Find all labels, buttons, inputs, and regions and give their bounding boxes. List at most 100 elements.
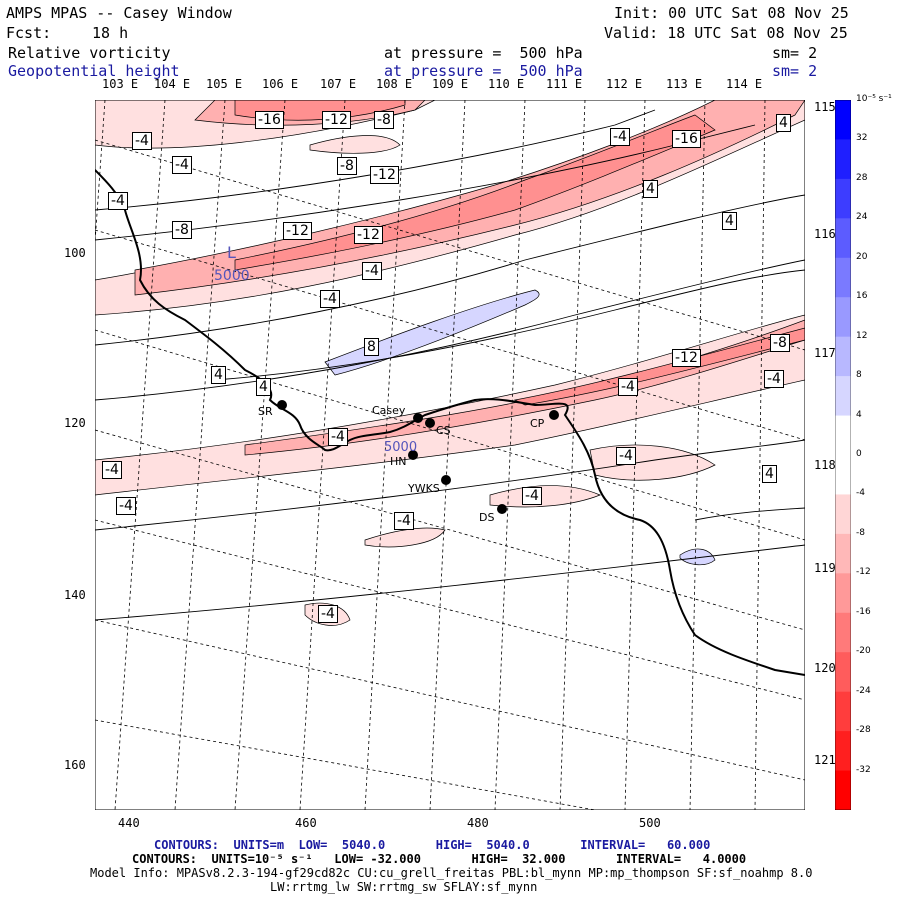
station-label-sr: SR — [258, 405, 273, 418]
contour-label: -4 — [102, 461, 122, 479]
colorbar-segment — [835, 770, 851, 810]
contour-label: -4 — [320, 290, 340, 308]
contour-label: -12 — [354, 226, 383, 244]
contour-label: -8 — [172, 221, 192, 239]
top-lon-label: 110 E — [488, 77, 525, 91]
valid-time: Valid: 18 UTC Sat 08 Nov 25 — [604, 24, 848, 42]
colorbar-segment — [835, 691, 851, 732]
contour-label: -4 — [318, 605, 338, 623]
y-tick-160: 160 — [64, 758, 86, 772]
map-plot — [95, 100, 805, 810]
colorbar-label: -28 — [856, 725, 871, 736]
contour-label: -4 — [522, 487, 542, 505]
top-lon-label: 114 E — [726, 77, 763, 91]
colorbar-segment — [835, 257, 851, 298]
station-label-cs: CS — [436, 424, 451, 437]
colorbar-label: -8 — [856, 527, 865, 538]
colorbar-label: 0 — [856, 449, 862, 459]
colorbar-segment — [835, 455, 851, 495]
top-lon-label: 106 E — [262, 77, 299, 91]
contour-label: 4 — [211, 366, 226, 384]
contour-label: -12 — [672, 349, 701, 367]
contour-label: -8 — [337, 157, 357, 175]
colorbar-label: 20 — [856, 251, 868, 262]
colorbar-segment — [835, 218, 851, 259]
contour-label: -4 — [362, 262, 382, 280]
colorbar-segment — [835, 100, 851, 140]
footer-model-info: Model Info: MPASv8.2.3-194-gf29cd82c CU:… — [90, 866, 813, 880]
field2-smoothing: sm= 2 — [772, 62, 818, 80]
contour-label: -16 — [672, 130, 701, 148]
colorbar-segment — [835, 297, 851, 338]
contour-label: -16 — [255, 111, 284, 129]
colorbar-label: 8 — [856, 370, 862, 381]
contour-label: -4 — [764, 370, 784, 388]
contour-label: -4 — [610, 128, 630, 146]
casey-height-label: 5000 — [384, 440, 418, 455]
field1-smoothing: sm= 2 — [772, 44, 818, 62]
top-lon-label: 109 E — [432, 77, 469, 91]
low-pressure-marker: L — [227, 243, 236, 262]
contour-label: -4 — [116, 497, 136, 515]
contour-label: -4 — [108, 192, 128, 210]
colorbar-label: -16 — [856, 606, 871, 617]
station-markers — [277, 400, 559, 514]
colorbar-segment — [835, 533, 851, 574]
contour-label: 4 — [643, 180, 658, 198]
footer-contours-height: CONTOURS: UNITS=m LOW= 5040.0 HIGH= 5040… — [154, 838, 711, 852]
x-tick-500: 500 — [639, 816, 661, 830]
top-lon-label: 107 E — [320, 77, 357, 91]
colorbar-segment — [835, 415, 851, 456]
contour-label: 4 — [762, 465, 777, 483]
field1-name: Relative vorticity — [8, 44, 171, 62]
colorbar-segment — [835, 178, 851, 219]
colorbar-label: 12 — [856, 330, 868, 341]
colorbar-segment — [835, 336, 851, 377]
contour-label: 4 — [256, 378, 271, 396]
y-tick-100: 100 — [64, 246, 86, 260]
station-label-ds: DS — [479, 511, 495, 524]
top-lon-label: 111 E — [546, 77, 583, 91]
colorbar-label: -20 — [856, 646, 871, 657]
top-lon-label: 103 E — [102, 77, 139, 91]
contour-label: -8 — [770, 334, 790, 352]
footer-contours-vorticity: CONTOURS: UNITS=10⁻⁵ s⁻¹ LOW= -32.000 HI… — [132, 852, 747, 866]
colorbar-segment — [835, 652, 851, 693]
contour-label: -4 — [618, 378, 638, 396]
colorbar-label: 24 — [856, 212, 868, 223]
contour-label: -4 — [172, 156, 192, 174]
colorbar-label: 28 — [856, 172, 868, 183]
contour-label: -12 — [322, 111, 351, 129]
colorbar-label: 4 — [856, 409, 862, 420]
colorbar-label: -12 — [856, 567, 871, 578]
contour-label: -4 — [616, 447, 636, 465]
colorbar-label: -4 — [856, 488, 865, 499]
station-label-hn: HN — [390, 455, 407, 468]
colorbar-segment — [835, 376, 851, 417]
field1-pressure: at pressure = 500 hPa — [384, 44, 583, 62]
contour-label: -8 — [374, 111, 394, 129]
contour-label: -12 — [370, 166, 399, 184]
colorbar-label: -32 — [856, 764, 871, 775]
y-tick-140: 140 — [64, 588, 86, 602]
init-time: Init: 00 UTC Sat 08 Nov 25 — [614, 4, 849, 22]
colorbar-label: -24 — [856, 685, 871, 696]
colorbar-segment — [835, 731, 851, 772]
y-tick-120: 120 — [64, 416, 86, 430]
colorbar-segment — [835, 139, 851, 180]
field2-pressure: at pressure = 500 hPa — [384, 62, 583, 80]
forecast-hour: 18 h — [92, 24, 129, 42]
station-label-cp: CP — [530, 417, 545, 430]
colorbar-segment — [835, 494, 851, 535]
colorbar-label: 16 — [856, 291, 868, 302]
contour-label: -4 — [394, 512, 414, 530]
x-tick-440: 440 — [118, 816, 140, 830]
low-pressure-value: 5000 — [214, 268, 250, 284]
colorbar-segment — [835, 573, 851, 614]
station-label-ywks: YWKS — [408, 482, 440, 495]
colorbar-unit: 10⁻⁵ s⁻¹ — [856, 94, 892, 104]
top-lon-label: 113 E — [666, 77, 703, 91]
colorbar — [835, 100, 851, 810]
top-lon-label: 108 E — [376, 77, 413, 91]
contour-label: 8 — [364, 338, 379, 356]
